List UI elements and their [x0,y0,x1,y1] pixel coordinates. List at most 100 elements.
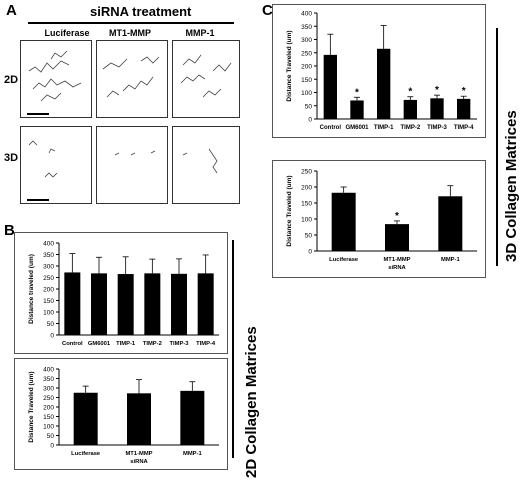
category-label: GM6001 [345,125,369,131]
bar [377,48,391,119]
bar [385,224,409,251]
sirna-treatment-title: siRNA treatment [90,4,192,19]
bar [438,196,463,251]
side-divider-3d [496,28,498,266]
bar [144,273,161,335]
category-label: TIMP-3 [427,125,447,131]
bar [430,98,444,119]
y-tick-label: 50 [305,233,313,240]
track-image-3d-mt1-mmp [96,126,168,204]
significance-star: * [408,87,412,98]
y-tick-label: 250 [43,275,54,282]
y-axis-label: Distance Traveled (um) [286,175,293,246]
y-tick-label: 350 [301,24,312,31]
y-tick-label: 0 [50,333,54,340]
y-tick-label: 250 [43,395,54,402]
bar [323,54,337,120]
y-tick-label: 300 [43,264,54,271]
y-tick-label: 300 [43,386,54,393]
panel-a-letter: A [6,2,17,19]
bar [73,392,98,445]
y-tick-label: 300 [301,37,312,44]
y-tick-label: 200 [43,287,54,294]
track-image-3d-mmp-1 [172,126,240,204]
bar [350,100,364,119]
y-tick-label: 0 [308,249,312,256]
y-tick-label: 100 [43,424,54,431]
y-tick-label: 0 [50,443,54,450]
significance-star: * [462,86,466,97]
bar [127,393,151,445]
category-label: MMP-1 [441,257,460,263]
category-label: TIMP-4 [196,341,216,347]
y-axis-label: Distance traveled (um) [28,254,35,324]
row-header-2d: 2D [4,74,19,86]
panel-b-letter: B [4,222,15,239]
bar [457,98,471,119]
category-label: Control [320,125,342,131]
y-tick-label: 400 [301,11,312,18]
y-axis-label: Distance Traveled (um) [286,30,293,101]
y-tick-label: 200 [301,185,312,192]
row-header-3d: 3D [4,152,19,164]
category-label: TIMP-1 [374,125,394,131]
bar [91,273,107,335]
panel-c-letter: C [262,2,273,19]
category-label: Luciferase [329,257,359,263]
x-axis-label: siRNA [388,265,406,271]
scale-bar [27,199,49,201]
y-tick-label: 200 [301,64,312,71]
y-tick-label: 400 [43,241,54,248]
chart-c-bottom: 0 50 100 150 200 250 Distance Traveled (um) Luc… [286,169,477,271]
x-axis-label: siRNA [130,459,148,465]
bar [331,192,356,251]
column-header-luciferase: Luciferase [44,28,90,38]
category-label: MT1-MMP [383,257,410,263]
y-tick-label: 250 [301,50,312,57]
track-image-2d-mmp-1 [172,40,240,118]
category-label: GM6001 [88,341,111,347]
chart-b-bottom: 0 50 100 150 200 250 300 350 400 Distance Travele… [28,367,219,465]
y-tick-label: 150 [43,414,54,421]
significance-star: * [355,87,359,98]
category-label: TIMP-1 [116,341,136,347]
bar [171,273,187,335]
category-label: Luciferase [71,451,101,457]
y-tick-label: 200 [43,405,54,412]
track-image-3d-luciferase [20,126,92,204]
significance-star: * [395,211,399,222]
category-label: TIMP-2 [400,125,420,131]
track-image-2d-mt1-mmp [96,40,168,118]
bar [403,99,417,119]
side-label-3d-collagen-matrices: 3D Collagen Matrices [503,110,520,262]
column-header-mt1-mmp: MT1-MMP [109,28,151,38]
column-header-mmp-1: MMP-1 [185,28,215,38]
track-image-2d-luciferase [20,40,92,118]
category-label: MMP-1 [183,451,202,457]
y-tick-label: 50 [47,433,55,440]
y-tick-label: 400 [43,367,54,374]
y-tick-label: 100 [43,310,54,317]
category-label: MT1-MMP [125,451,152,457]
y-tick-label: 150 [43,298,54,305]
y-tick-label: 50 [47,321,55,328]
bar [180,390,205,445]
chart-frame-b-top: 0 50 100 150 200 250 300 350 400 Distance travele… [14,232,228,354]
chart-c-top: 0 50 100 150 200 250 300 350 400 Distance Travele… [286,11,477,131]
category-label: TIMP-3 [169,341,189,347]
chart-frame-c-bottom: 0 50 100 150 200 250 Distance Traveled (um) Luc… [272,160,486,278]
significance-star: * [435,85,439,96]
bar [64,272,81,335]
title-underline [28,22,234,24]
y-tick-label: 100 [301,90,312,97]
category-label: TIMP-4 [454,125,474,131]
chart-frame-c-top: 0 50 100 150 200 250 300 350 400 Distance Travele… [272,4,486,138]
y-tick-label: 0 [308,117,312,124]
scale-bar [27,113,49,115]
side-divider-2d [232,240,234,458]
category-label: TIMP-2 [143,341,162,347]
y-tick-label: 150 [301,201,312,208]
y-tick-label: 150 [301,77,312,84]
chart-frame-b-bottom: 0 50 100 150 200 250 300 350 400 Distance Travele… [14,358,228,470]
y-axis-label: Distance Traveled (um) [28,371,35,442]
